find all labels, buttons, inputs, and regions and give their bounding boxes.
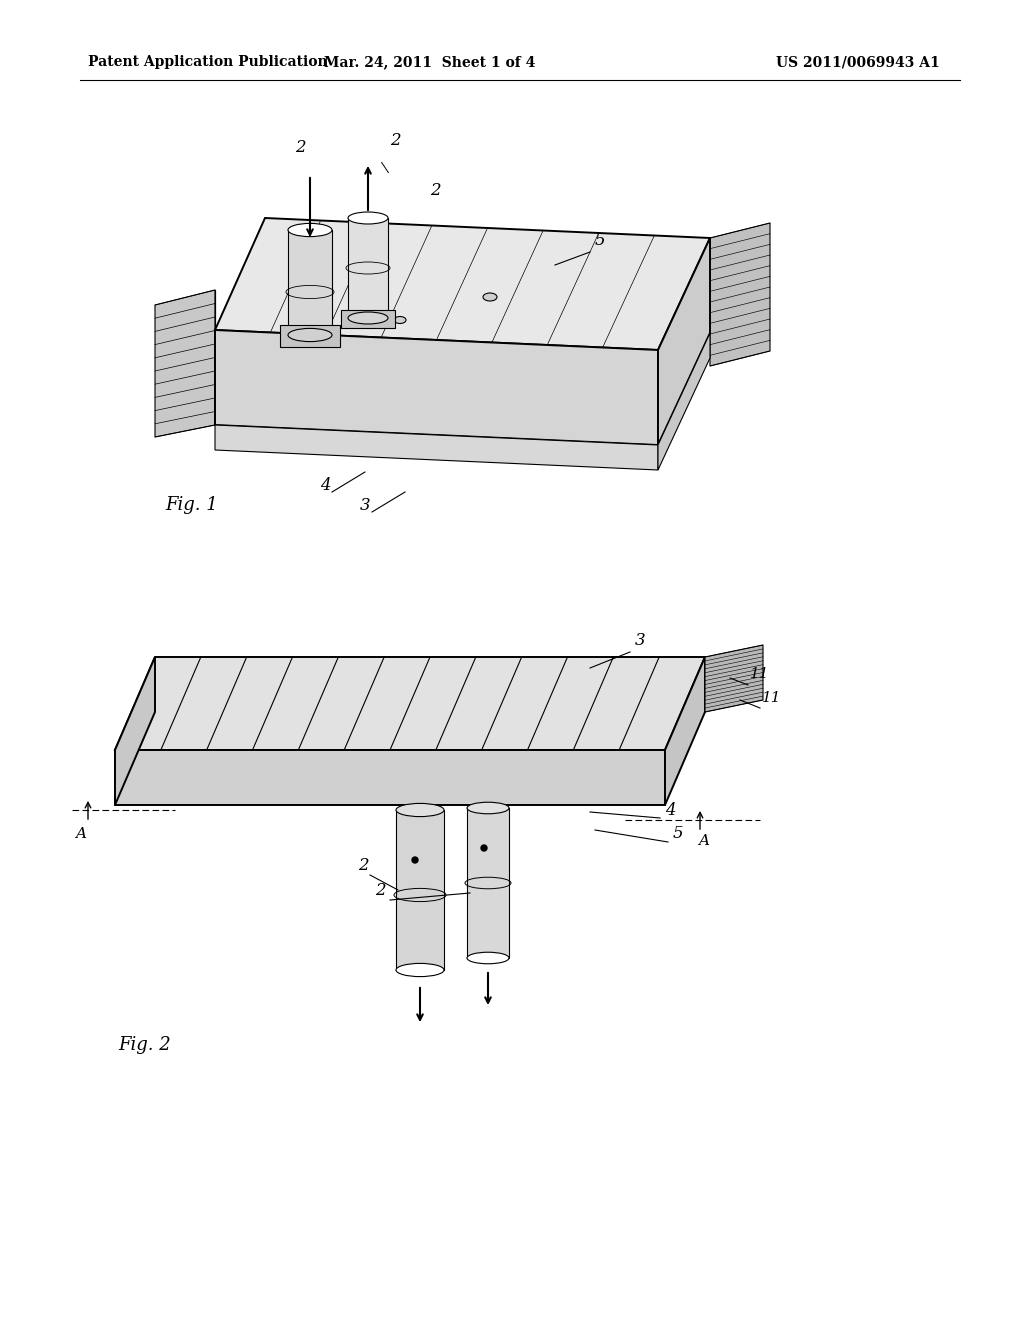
Text: 2: 2 — [375, 882, 386, 899]
Polygon shape — [658, 333, 710, 470]
Text: 3: 3 — [635, 632, 645, 649]
Text: 2: 2 — [295, 139, 305, 156]
Polygon shape — [215, 218, 710, 350]
Ellipse shape — [394, 317, 406, 323]
Circle shape — [412, 857, 418, 863]
Ellipse shape — [288, 329, 332, 342]
Polygon shape — [341, 310, 395, 327]
Ellipse shape — [467, 803, 509, 813]
Text: US 2011/0069943 A1: US 2011/0069943 A1 — [776, 55, 940, 69]
Text: A: A — [698, 834, 709, 847]
Polygon shape — [348, 218, 388, 318]
Text: Fig. 1: Fig. 1 — [165, 496, 218, 513]
Polygon shape — [288, 230, 332, 335]
Text: 2: 2 — [390, 132, 400, 149]
Text: Patent Application Publication: Patent Application Publication — [88, 55, 328, 69]
Text: 11: 11 — [762, 690, 781, 705]
Text: 4: 4 — [665, 803, 676, 818]
Text: 4: 4 — [319, 477, 331, 494]
Text: Fig. 2: Fig. 2 — [118, 1036, 171, 1053]
Text: 3: 3 — [360, 498, 371, 513]
Polygon shape — [467, 808, 509, 958]
Polygon shape — [215, 425, 658, 470]
Ellipse shape — [348, 213, 388, 224]
Text: 2: 2 — [430, 182, 440, 199]
Polygon shape — [115, 657, 155, 805]
Circle shape — [481, 845, 487, 851]
Polygon shape — [658, 238, 710, 445]
Ellipse shape — [348, 312, 388, 323]
Polygon shape — [710, 223, 770, 366]
Ellipse shape — [467, 952, 509, 964]
Polygon shape — [115, 657, 705, 750]
Text: 2: 2 — [358, 857, 369, 874]
Text: 5: 5 — [595, 232, 605, 249]
Polygon shape — [215, 330, 658, 445]
Text: 5: 5 — [673, 825, 684, 842]
Text: Mar. 24, 2011  Sheet 1 of 4: Mar. 24, 2011 Sheet 1 of 4 — [325, 55, 536, 69]
Ellipse shape — [483, 293, 497, 301]
Ellipse shape — [396, 964, 444, 977]
Polygon shape — [705, 645, 763, 711]
Ellipse shape — [396, 804, 444, 817]
Polygon shape — [396, 810, 444, 970]
Polygon shape — [665, 657, 705, 805]
Text: 11: 11 — [750, 667, 769, 681]
Polygon shape — [115, 750, 665, 805]
Text: A: A — [75, 828, 86, 841]
Ellipse shape — [288, 223, 332, 236]
Polygon shape — [280, 325, 340, 347]
Polygon shape — [155, 290, 215, 437]
